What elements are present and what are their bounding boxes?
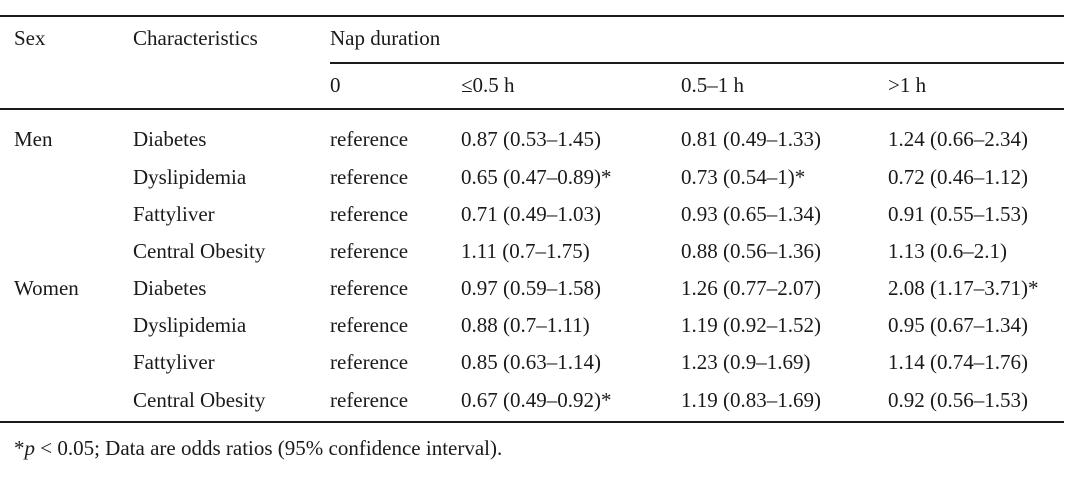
cell-gt-1h: 0.72 (0.46–1.12) [888,165,1028,189]
cell-reference: reference [330,127,409,151]
bottom-rule [0,421,1064,423]
cell-reference: reference [330,350,409,374]
cell-gt-1h: 0.91 (0.55–1.53) [888,202,1028,226]
cell-le-0-5h: 1.11 (0.7–1.75) [461,239,590,263]
table-footnote: *p < 0.05; Data are odds ratios (95% con… [14,436,502,460]
cell-reference: reference [330,165,409,189]
cell-gt-1h: 0.92 (0.56–1.53) [888,388,1028,412]
cell-le-0-5h: 0.67 (0.49–0.92)* [461,388,612,412]
cell-le-0-5h: 0.88 (0.7–1.11) [461,313,590,337]
header-nap-duration: Nap duration [330,26,441,50]
row-characteristic: Dyslipidemia [133,165,247,189]
row-characteristic: Dyslipidemia [133,313,247,337]
row-characteristic: Fattyliver [133,202,215,226]
row-characteristic: Diabetes [133,127,207,151]
cell-reference: reference [330,239,409,263]
row-characteristic: Central Obesity [133,388,266,412]
cell-0-5-1h: 0.88 (0.56–1.36) [681,239,821,263]
cell-0-5-1h: 1.23 (0.9–1.69) [681,350,811,374]
cell-reference: reference [330,276,409,300]
footnote-p: p [24,436,36,460]
subheader-gt-1h: >1 h [888,73,927,97]
cell-le-0-5h: 0.97 (0.59–1.58) [461,276,601,300]
cell-le-0-5h: 0.87 (0.53–1.45) [461,127,601,151]
cell-0-5-1h: 1.26 (0.77–2.07) [681,276,821,300]
header-sex: Sex [14,26,46,50]
subheader-le-0-5h: ≤0.5 h [461,73,515,97]
cell-gt-1h: 1.24 (0.66–2.34) [888,127,1028,151]
cell-reference: reference [330,388,409,412]
cell-reference: reference [330,313,409,337]
subheader-0: 0 [330,73,341,97]
row-characteristic: Diabetes [133,276,207,300]
row-sex: Women [14,276,79,300]
cell-gt-1h: 2.08 (1.17–3.71)* [888,276,1039,300]
cell-le-0-5h: 0.71 (0.49–1.03) [461,202,601,226]
row-characteristic: Fattyliver [133,350,215,374]
cell-0-5-1h: 0.93 (0.65–1.34) [681,202,821,226]
cell-0-5-1h: 1.19 (0.92–1.52) [681,313,821,337]
cell-le-0-5h: 0.65 (0.47–0.89)* [461,165,612,189]
cell-0-5-1h: 1.19 (0.83–1.69) [681,388,821,412]
cell-reference: reference [330,202,409,226]
nap-duration-rule [330,62,1064,64]
row-characteristic: Central Obesity [133,239,266,263]
top-rule [0,15,1064,17]
header-characteristics: Characteristics [133,26,258,50]
cell-0-5-1h: 0.73 (0.54–1)* [681,165,806,189]
header-bottom-rule [0,108,1064,110]
cell-gt-1h: 0.95 (0.67–1.34) [888,313,1028,337]
cell-gt-1h: 1.13 (0.6–2.1) [888,239,1007,263]
cell-le-0-5h: 0.85 (0.63–1.14) [461,350,601,374]
cell-0-5-1h: 0.81 (0.49–1.33) [681,127,821,151]
subheader-0-5-1h: 0.5–1 h [681,73,744,97]
cell-gt-1h: 1.14 (0.74–1.76) [888,350,1028,374]
row-sex: Men [14,127,53,151]
footnote-star: * [14,436,25,460]
footnote-text: < 0.05; Data are odds ratios (95% confid… [35,436,503,460]
